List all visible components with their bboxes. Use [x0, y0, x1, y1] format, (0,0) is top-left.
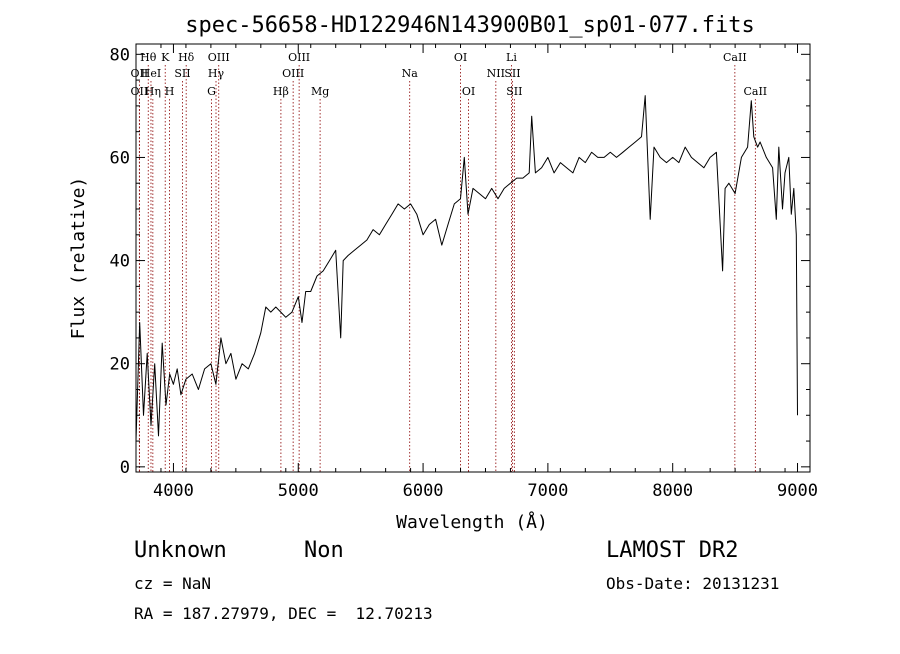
line-marker-label: OIII	[282, 67, 304, 80]
line-marker-label: CaII	[723, 51, 747, 64]
chart-title: spec-56658-HD122946N143900B01_sp01-077.f…	[185, 13, 755, 38]
y-tick-label: 60	[110, 148, 130, 168]
object-class: Unknown	[134, 538, 227, 563]
plot-frame	[135, 43, 811, 473]
line-marker-label: Hβ	[273, 85, 289, 98]
line-marker-label: Na	[402, 67, 419, 80]
observation-date: Obs-Date: 20131231	[606, 574, 780, 593]
x-tick-label: 9000	[777, 481, 818, 501]
line-marker-label: OI	[454, 51, 467, 64]
x-tick-label: 6000	[403, 481, 444, 501]
line-marker-label: SII	[174, 67, 190, 80]
spectrum-series	[135, 95, 798, 442]
x-tick-label: 7000	[527, 481, 568, 501]
spectrum-line	[135, 95, 798, 442]
redshift-value: cz = NaN	[134, 574, 212, 593]
x-tick-label: 8000	[652, 481, 693, 501]
line-marker-label: CaII	[743, 85, 767, 98]
line-marker-label: OI	[462, 85, 475, 98]
x-axis-label: Wavelength (Å)	[396, 511, 548, 533]
line-marker-label: OIII	[208, 51, 230, 64]
line-marker-label: H	[165, 85, 175, 98]
line-marker-label: Mg	[311, 85, 329, 98]
line-marker-label: Hδ	[178, 51, 195, 64]
y-axis-label: Flux (relative)	[68, 177, 89, 340]
y-tick-label: 0	[120, 458, 130, 478]
line-marker-label: NII	[487, 67, 505, 80]
line-marker-label: HeI	[141, 67, 161, 80]
x-tick-label: 5000	[278, 481, 319, 501]
line-marker-label: Li	[506, 51, 517, 64]
y-tick-label: 40	[110, 252, 130, 272]
line-marker-label: OII	[131, 85, 149, 98]
line-marker-label: Hγ	[208, 67, 225, 80]
axes	[135, 43, 811, 473]
y-tick-label: 80	[110, 45, 130, 65]
line-marker-label: SII	[506, 85, 522, 98]
x-tick-label: 4000	[153, 481, 194, 501]
line-marker-label: OIII	[288, 51, 310, 64]
y-tick-label: 20	[110, 355, 130, 375]
line-marker-label: Hη	[145, 85, 161, 98]
object-subclass: Non	[304, 538, 344, 563]
line-marker-label: SII	[504, 67, 520, 80]
line-marker-label: G	[207, 85, 216, 98]
line-marker-label: OII	[131, 67, 149, 80]
ra-dec-value: RA = 187.27979, DEC = 12.70213	[134, 604, 433, 623]
line-marker-label: Hθ	[140, 51, 157, 64]
survey-name: LAMOST DR2	[606, 538, 739, 563]
axis-ticks: 4000 5000 6000 7000 8000 9000 0 20 40 60 80	[110, 44, 818, 501]
line-marker-label: K	[161, 51, 170, 64]
